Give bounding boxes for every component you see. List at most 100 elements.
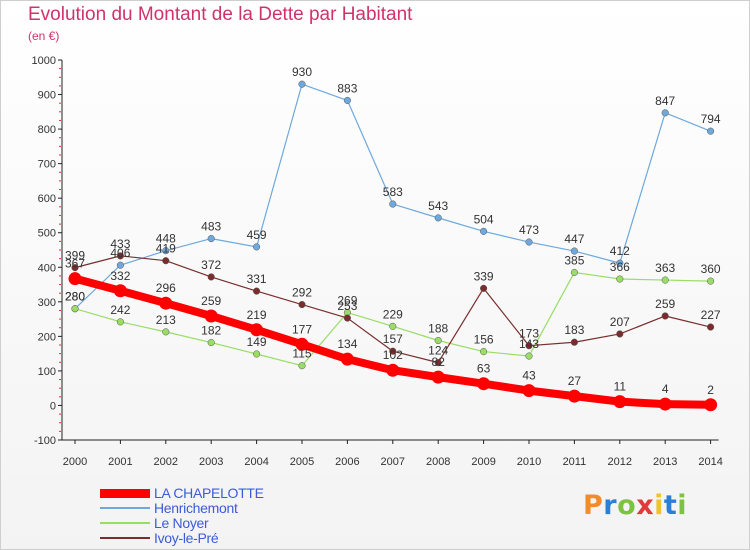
- x-tick-label: 2014: [698, 456, 722, 468]
- data-label: 63: [477, 362, 491, 376]
- data-label: 366: [610, 260, 630, 274]
- y-tick-label: 100: [38, 366, 56, 378]
- data-label: 583: [383, 185, 403, 199]
- logo-letter: t: [663, 490, 678, 521]
- legend-label: LA CHAPELOTTE: [154, 485, 264, 501]
- data-label: 331: [247, 272, 267, 286]
- data-point: [204, 309, 218, 323]
- data-point: [522, 384, 536, 398]
- data-point: [250, 323, 264, 337]
- x-tick-label: 2003: [199, 456, 223, 468]
- data-point: [477, 377, 491, 391]
- logo-letter: P: [583, 490, 604, 521]
- data-point: [207, 339, 215, 347]
- data-point: [253, 243, 261, 251]
- data-label: 280: [65, 290, 85, 304]
- x-tick-label: 2011: [563, 456, 587, 468]
- data-point: [389, 347, 397, 355]
- data-label: 227: [701, 308, 721, 322]
- data-point: [71, 305, 79, 313]
- data-label: 82: [432, 355, 446, 369]
- data-point: [525, 342, 533, 350]
- data-label: 143: [519, 337, 539, 351]
- data-label: 102: [383, 348, 403, 362]
- data-label: 399: [65, 249, 85, 263]
- data-point: [480, 284, 488, 292]
- data-label: 149: [247, 335, 267, 349]
- data-point: [298, 362, 306, 370]
- proxiti-logo: Proxiti: [583, 490, 687, 521]
- data-point: [570, 247, 578, 255]
- data-point: [298, 80, 306, 88]
- data-point: [295, 337, 309, 351]
- x-tick-label: 2002: [154, 456, 178, 468]
- y-tick-label: 300: [38, 297, 56, 309]
- legend-label: Ivoy-le-Pré: [154, 530, 219, 546]
- data-label: 269: [337, 294, 357, 308]
- y-tick-label: 800: [38, 124, 56, 136]
- data-point: [253, 287, 261, 295]
- data-point: [162, 257, 170, 265]
- data-point: [386, 363, 400, 377]
- data-point: [116, 318, 124, 326]
- data-label: 188: [428, 322, 448, 336]
- x-tick-label: 2013: [653, 456, 677, 468]
- data-label: 134: [337, 337, 357, 351]
- data-point: [525, 352, 533, 360]
- logo-letter: r: [603, 490, 618, 521]
- data-point: [434, 214, 442, 222]
- data-label: 473: [519, 223, 539, 237]
- data-label: 280: [65, 290, 85, 304]
- legend-swatch: [100, 507, 150, 509]
- x-tick-label: 2009: [471, 456, 495, 468]
- data-point: [707, 127, 715, 135]
- data-label: 183: [564, 323, 584, 337]
- data-point: [707, 323, 715, 331]
- data-point: [480, 227, 488, 235]
- data-label: 124: [428, 344, 448, 358]
- data-label: 367: [65, 257, 85, 271]
- x-tick-label: 2005: [290, 456, 314, 468]
- chart-title: Evolution du Montant de la Dette par Hab…: [28, 4, 413, 25]
- data-label: 332: [110, 269, 130, 283]
- y-tick-label: -100: [34, 435, 56, 447]
- data-label: 412: [610, 244, 630, 258]
- x-tick-label: 2010: [517, 456, 541, 468]
- data-point: [159, 296, 173, 310]
- data-point: [71, 264, 79, 272]
- data-label: 173: [519, 327, 539, 341]
- logo-letter: o: [617, 490, 637, 521]
- data-label: 363: [655, 261, 675, 275]
- data-label: 930: [292, 65, 312, 79]
- legend-label: Henrichemont: [154, 500, 238, 516]
- x-tick-label: 2001: [108, 456, 132, 468]
- data-label: 207: [610, 315, 630, 329]
- data-point: [434, 336, 442, 345]
- data-label: 182: [201, 324, 221, 338]
- data-label: 483: [201, 220, 221, 234]
- data-label: 2: [707, 383, 714, 397]
- data-point: [207, 273, 215, 281]
- data-point: [340, 352, 354, 366]
- data-label: 253: [337, 299, 357, 313]
- data-label: 219: [247, 308, 267, 322]
- y-tick-label: 500: [38, 228, 56, 240]
- data-label: 43: [522, 369, 536, 383]
- logo-letter: x: [636, 490, 655, 521]
- data-label: 242: [110, 303, 130, 317]
- y-tick-label: 400: [38, 262, 56, 274]
- y-tick-label: 1000: [32, 55, 56, 67]
- data-point: [570, 268, 578, 277]
- y-tick-label: 600: [38, 193, 56, 205]
- data-point: [434, 359, 442, 367]
- data-point: [113, 284, 127, 298]
- x-tick-label: 2004: [244, 456, 268, 468]
- data-label: 259: [655, 297, 675, 311]
- data-point: [658, 397, 672, 411]
- data-point: [480, 348, 488, 356]
- data-point: [343, 96, 351, 104]
- data-point: [207, 235, 215, 243]
- data-label: 419: [156, 242, 176, 256]
- legend-swatch: [100, 537, 150, 539]
